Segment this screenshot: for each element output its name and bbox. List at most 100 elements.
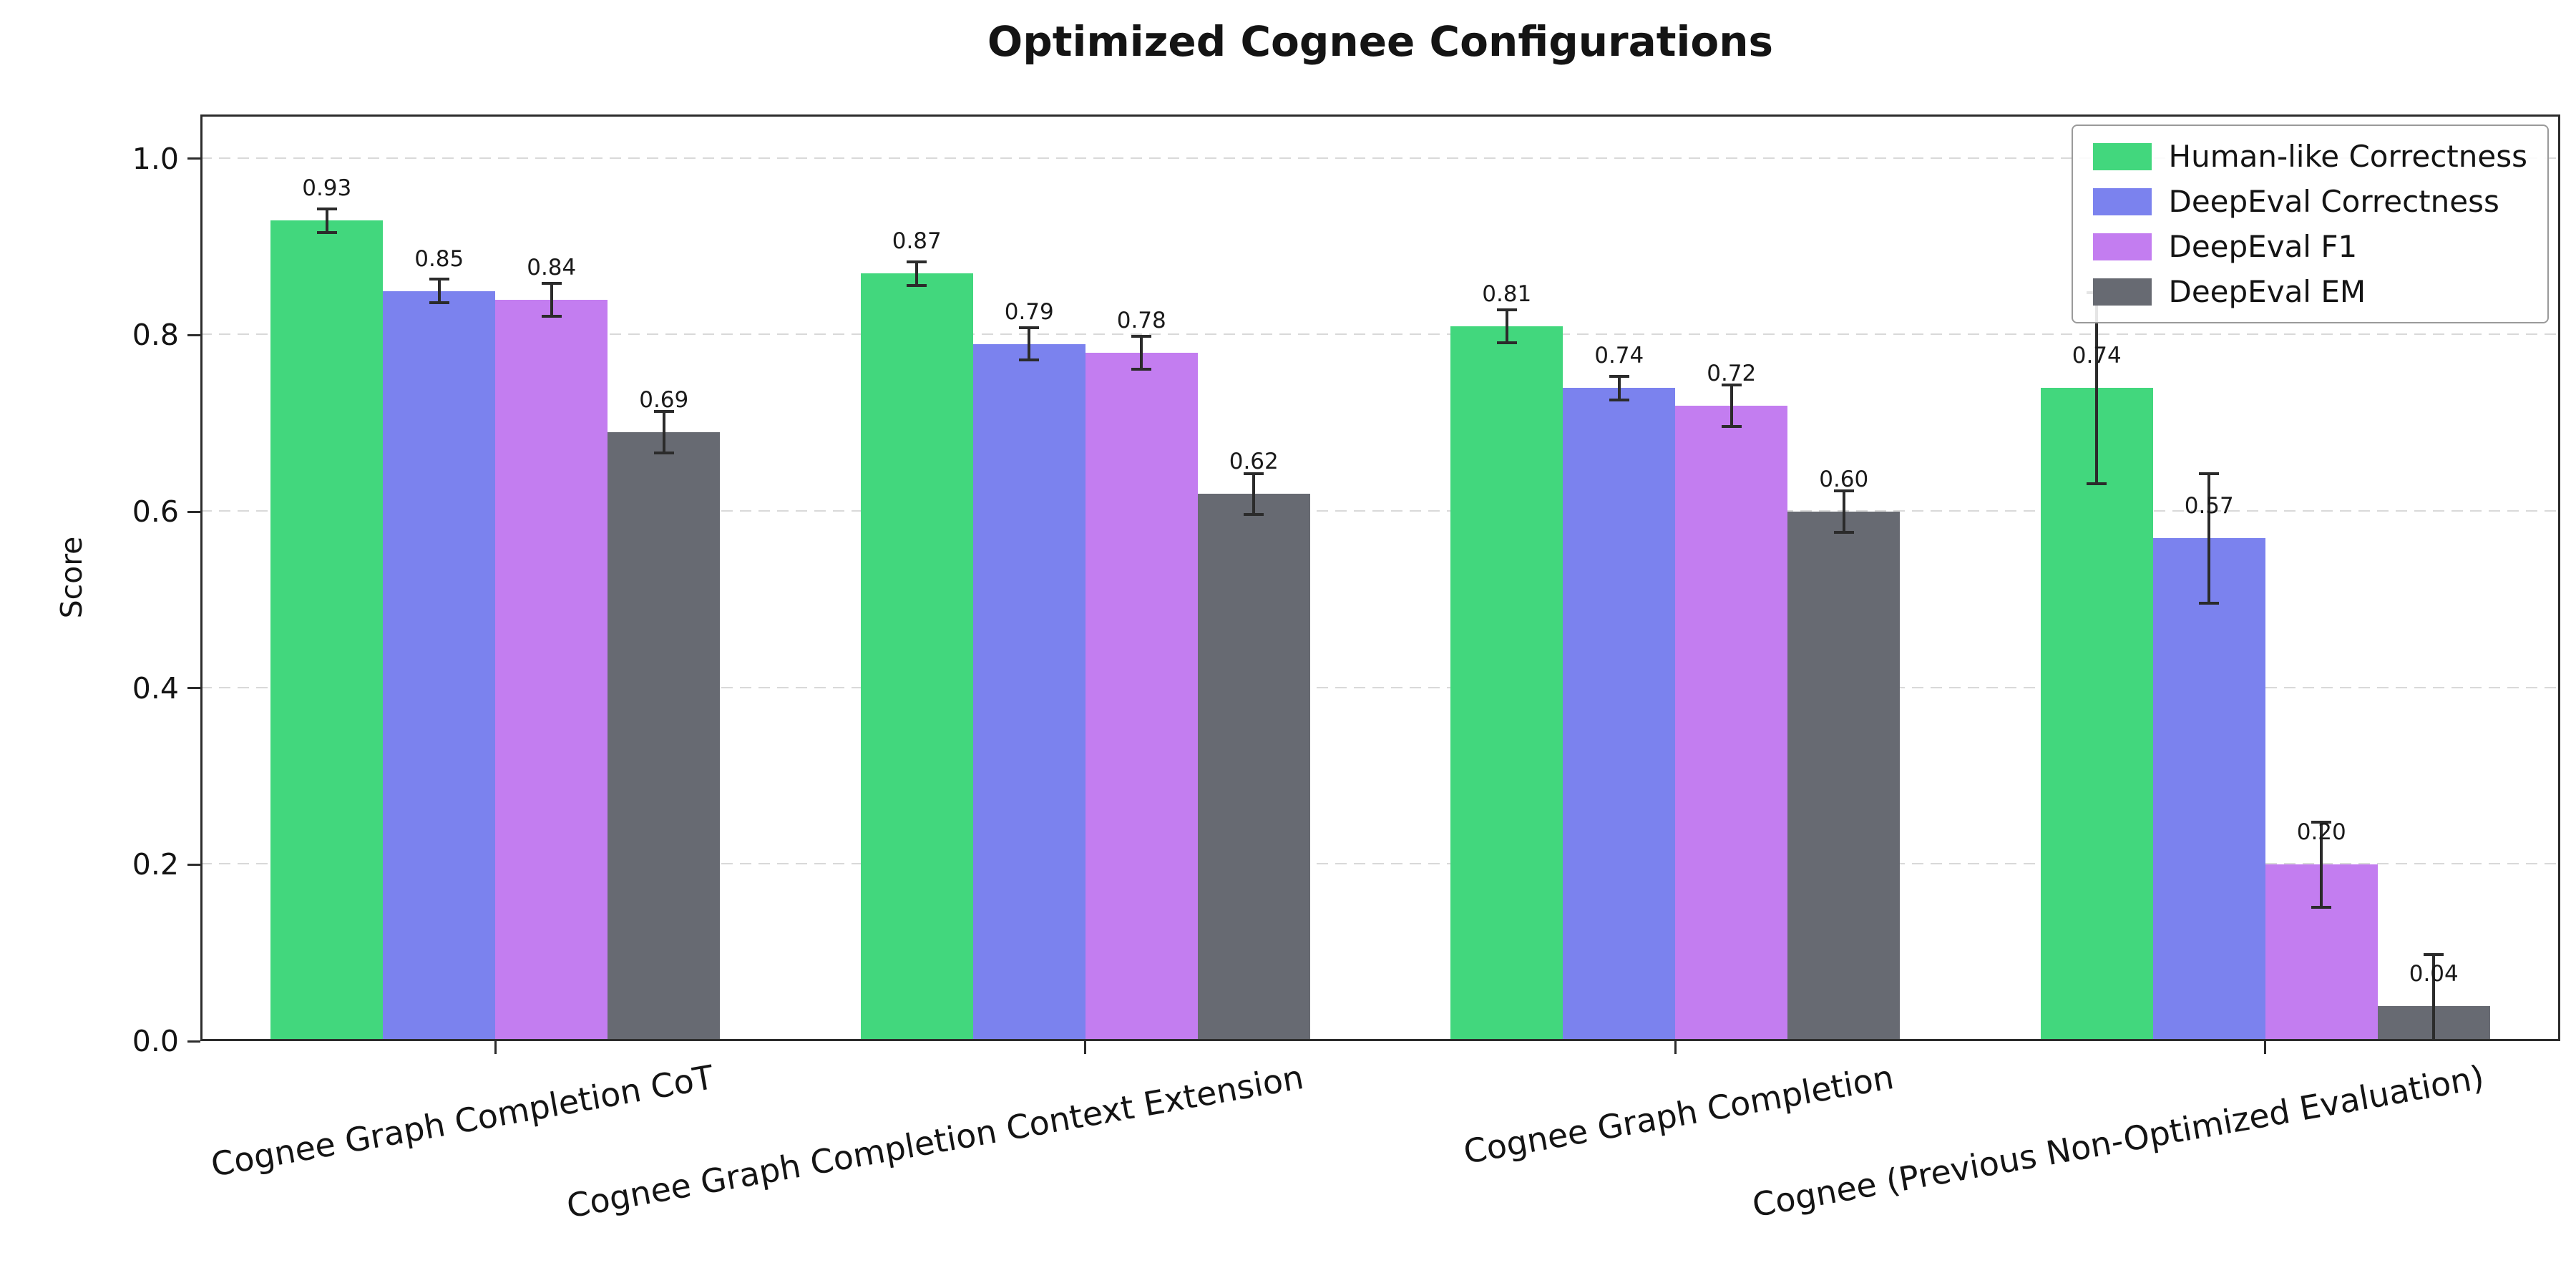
bar-value-label: 0.81 <box>1482 280 1532 307</box>
bar <box>1085 353 1198 1041</box>
bar-value-label: 0.60 <box>1819 466 1869 492</box>
y-tick-label: 0.4 <box>132 670 179 706</box>
bar <box>860 273 973 1041</box>
bar-value-label: 0.20 <box>2296 819 2346 846</box>
bar-slot: 0.87 <box>860 114 973 1041</box>
legend-item: Human-like Correctness <box>2092 139 2527 174</box>
legend-item: DeepEval F1 <box>2092 229 2528 264</box>
chart-title: Optimized Cognee Configurations <box>987 17 1774 66</box>
bar <box>972 343 1085 1041</box>
y-axis-label: Score <box>54 536 89 619</box>
x-tick-mark <box>494 1041 497 1054</box>
bar-slot: 0.93 <box>270 114 384 1041</box>
legend-item: DeepEval EM <box>2092 274 2528 309</box>
gridline <box>200 510 2560 512</box>
x-tick-label: Cognee Graph Completion CoT <box>208 1058 717 1184</box>
legend-swatch <box>2092 233 2152 260</box>
bar-value-label: 0.72 <box>1707 360 1757 386</box>
bar-slot: 0.57 <box>2152 114 2265 1041</box>
y-tick-mark <box>187 333 200 336</box>
bar-slot: 0.20 <box>2265 114 2378 1041</box>
bar-value-label: 0.87 <box>892 228 942 254</box>
y-tick-label: 0.6 <box>132 494 179 529</box>
bar-value-label: 0.57 <box>2184 492 2234 519</box>
bar-value-label: 0.78 <box>1116 307 1166 333</box>
bar-slot: 0.84 <box>495 114 608 1041</box>
bar <box>2040 388 2153 1041</box>
error-bar <box>1131 335 1152 371</box>
y-tick-mark <box>187 510 200 513</box>
bar-value-label: 0.62 <box>1229 449 1279 475</box>
gridline <box>200 686 2560 688</box>
error-bar <box>1019 326 1040 362</box>
bar-value-label: 0.85 <box>414 245 464 272</box>
legend-label: DeepEval F1 <box>2168 229 2358 264</box>
error-bar <box>1721 384 1742 428</box>
bar <box>608 432 721 1041</box>
gridline <box>200 333 2560 336</box>
error-bar <box>541 282 562 318</box>
bar-value-label: 0.74 <box>1594 343 1644 369</box>
bar-value-label: 0.69 <box>639 386 689 413</box>
bar-slot: 0.74 <box>1563 114 1676 1041</box>
x-tick-mark <box>2264 1041 2267 1054</box>
y-tick-label: 0.0 <box>132 1024 179 1058</box>
error-bar <box>2424 952 2444 1041</box>
bar-slot: 0.60 <box>1787 114 1901 1041</box>
legend: Human-like Correctness DeepEval Correctne… <box>2071 125 2549 323</box>
error-bar <box>1496 308 1517 344</box>
bar-slot: 0.79 <box>972 114 1085 1041</box>
bar <box>1450 326 1563 1041</box>
bar-groups: 0.93 0.85 0.84 0.69 0.87 0.79 0.78 0.62 0.81 0.74… <box>200 114 2560 1041</box>
error-bar <box>2199 472 2220 605</box>
legend-swatch <box>2092 187 2152 215</box>
bar-group: 0.81 0.74 0.72 0.60 <box>1380 114 1971 1041</box>
legend-label: DeepEval Correctness <box>2168 184 2499 219</box>
y-tick-mark <box>187 687 200 690</box>
bar <box>495 300 608 1041</box>
error-bar <box>653 410 674 454</box>
error-bar <box>429 278 449 305</box>
y-tick-mark <box>187 157 200 160</box>
bar-value-label: 0.93 <box>302 175 352 201</box>
error-bar <box>907 260 927 287</box>
bar-value-label: 0.79 <box>1004 298 1054 325</box>
bar-value-label: 0.74 <box>2072 343 2122 369</box>
error-bar <box>1833 489 1854 534</box>
legend-label: DeepEval EM <box>2168 274 2366 309</box>
legend-swatch <box>2092 142 2152 170</box>
x-tick-mark <box>1084 1041 1087 1054</box>
error-bar <box>316 207 337 234</box>
bar-slot: 0.78 <box>1085 114 1198 1041</box>
bar-group: 0.87 0.79 0.78 0.62 <box>791 114 1381 1041</box>
x-tick-mark <box>1674 1041 1677 1054</box>
bar-value-label: 0.84 <box>527 254 577 280</box>
bar-slot: 0.81 <box>1450 114 1563 1041</box>
bar <box>1197 494 1310 1041</box>
bar <box>1675 406 1788 1041</box>
y-tick-label: 1.0 <box>132 141 179 176</box>
y-tick-label: 0.2 <box>132 847 179 882</box>
bar-slot: 0.69 <box>608 114 721 1041</box>
bar-group: 0.93 0.85 0.84 0.69 <box>200 114 791 1041</box>
bar-slot: 0.62 <box>1197 114 1310 1041</box>
x-tick-label: Cognee Graph Completion <box>1460 1058 1897 1171</box>
bar <box>1563 388 1676 1041</box>
bar <box>2152 538 2265 1041</box>
y-tick-label: 0.8 <box>132 318 179 353</box>
error-bar <box>2311 820 2332 909</box>
bar <box>383 291 496 1041</box>
bar-slot: 0.04 <box>2377 114 2490 1041</box>
error-bar <box>1244 472 1264 517</box>
bar-slot: 0.85 <box>383 114 496 1041</box>
error-bar <box>1609 374 1629 401</box>
legend-swatch <box>2092 278 2152 306</box>
plot-area: 0.93 0.85 0.84 0.69 0.87 0.79 0.78 0.62 0.81 0.74… <box>200 114 2560 1041</box>
gridline <box>200 863 2560 865</box>
bar-slot: 0.72 <box>1675 114 1788 1041</box>
y-tick-mark <box>187 863 200 866</box>
bar <box>270 220 384 1041</box>
y-tick-mark <box>187 1040 200 1043</box>
gridline <box>200 157 2560 159</box>
